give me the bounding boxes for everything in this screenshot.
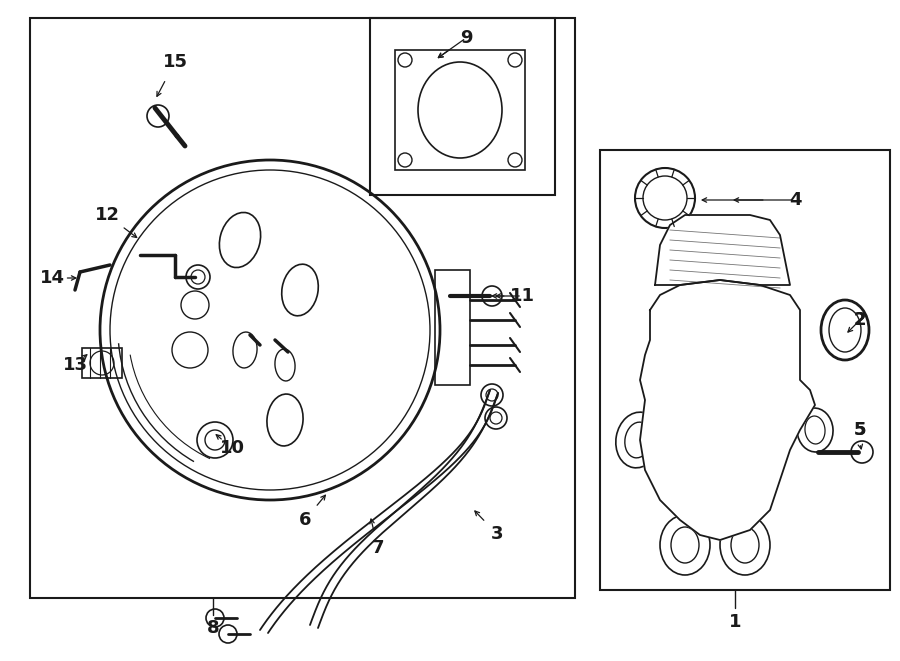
Bar — [30, 18, 575, 598]
Text: 7: 7 — [372, 539, 384, 557]
Text: 14: 14 — [40, 269, 65, 287]
Text: 5: 5 — [854, 421, 866, 439]
Bar — [82, 348, 122, 378]
Ellipse shape — [635, 168, 695, 228]
Polygon shape — [640, 280, 815, 540]
Text: 5: 5 — [854, 421, 866, 439]
Ellipse shape — [616, 412, 661, 468]
Polygon shape — [655, 215, 790, 285]
Text: 9: 9 — [460, 29, 473, 47]
Ellipse shape — [672, 218, 728, 282]
Bar — [600, 150, 890, 590]
Text: 4: 4 — [788, 191, 801, 209]
Bar — [370, 18, 555, 195]
Text: 11: 11 — [509, 287, 535, 305]
Text: 3: 3 — [491, 525, 503, 543]
Text: 6: 6 — [299, 511, 311, 529]
Ellipse shape — [797, 408, 833, 452]
Text: 2: 2 — [854, 311, 866, 329]
Text: 1: 1 — [729, 613, 742, 631]
Text: 12: 12 — [94, 206, 120, 224]
Ellipse shape — [660, 515, 710, 575]
Text: 15: 15 — [163, 53, 187, 71]
Text: 10: 10 — [220, 439, 245, 457]
Bar — [395, 50, 525, 170]
Ellipse shape — [851, 441, 873, 463]
Bar — [435, 270, 470, 385]
Ellipse shape — [720, 515, 770, 575]
Text: 8: 8 — [207, 619, 220, 637]
Text: 2: 2 — [854, 311, 866, 329]
Text: 13: 13 — [62, 356, 87, 374]
